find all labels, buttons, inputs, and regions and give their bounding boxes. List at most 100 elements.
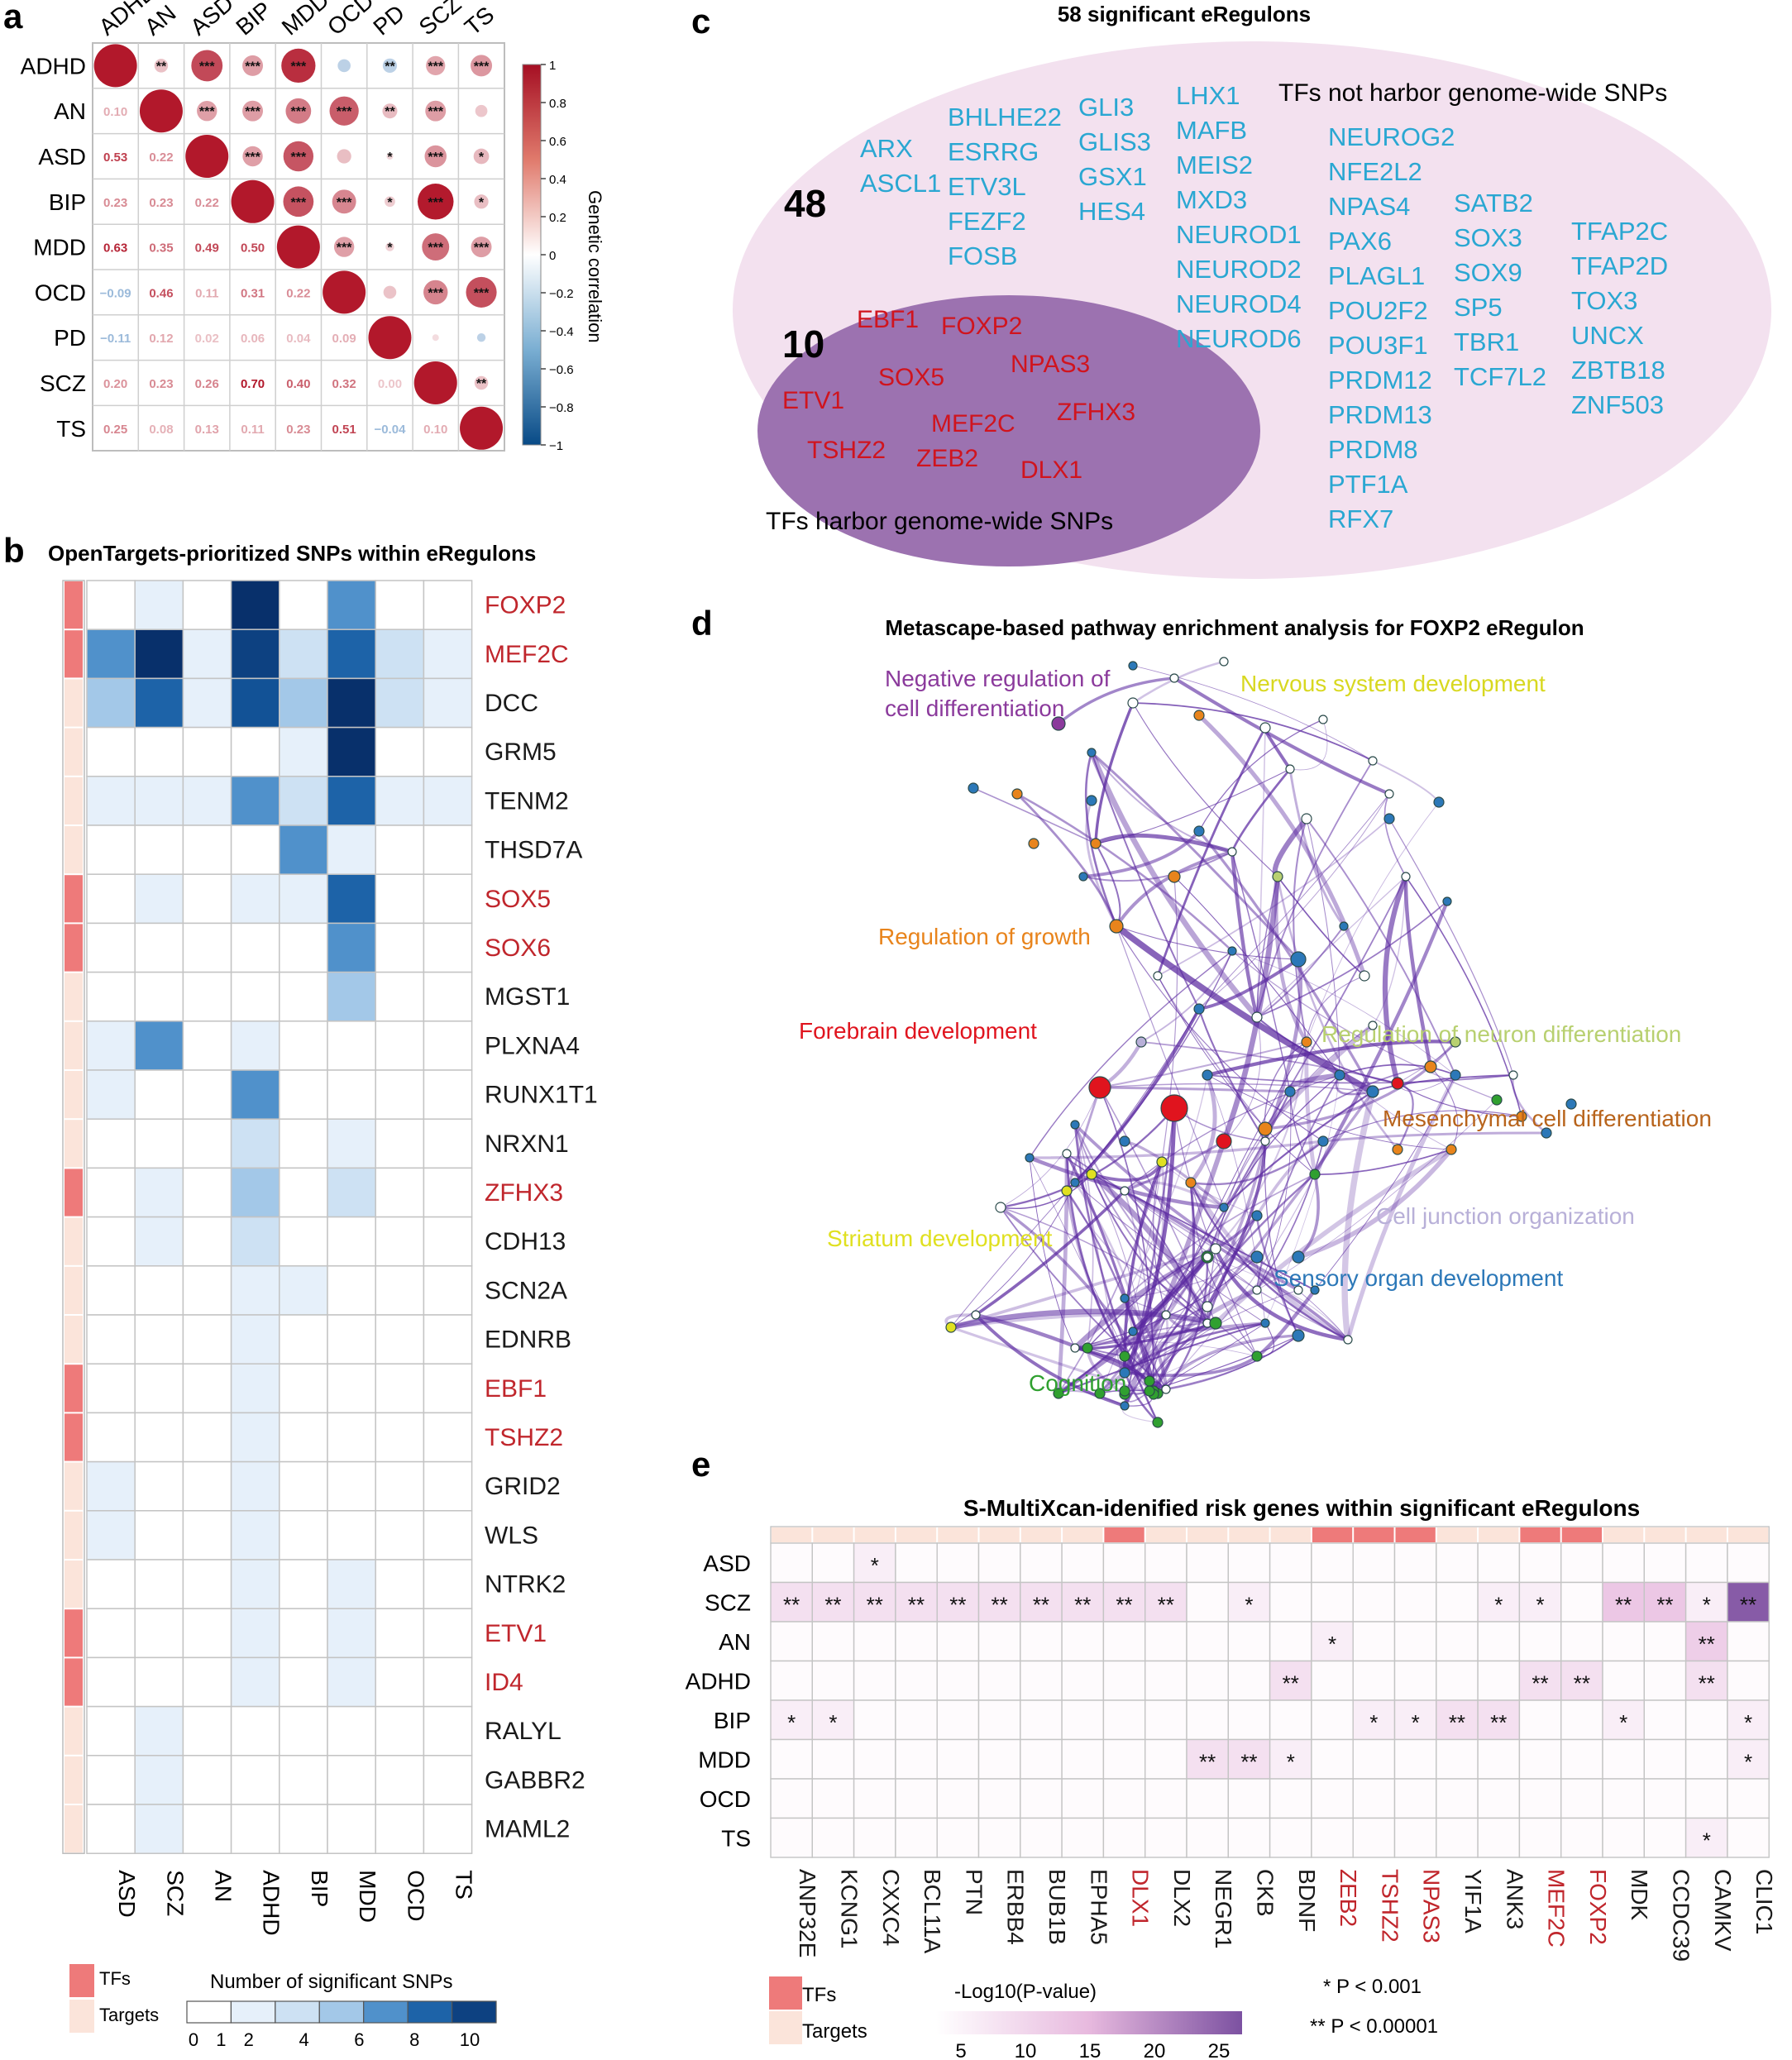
corr-stars: *	[387, 151, 393, 165]
network-edge	[1074, 1124, 1094, 1349]
corr-circle	[332, 189, 356, 214]
snp-cell	[327, 1755, 376, 1805]
network-edge	[1397, 1083, 1522, 1117]
pvalue-cell	[1020, 1817, 1063, 1858]
snp-cell	[182, 1118, 232, 1169]
pvalue-stars: **	[1699, 1632, 1715, 1656]
network-node	[1508, 1070, 1518, 1080]
corr-value: 0.25	[103, 423, 127, 437]
snp-cell	[279, 1705, 328, 1756]
tf-etv3l: ETV3L	[948, 172, 1026, 201]
tf-inner-zfhx3: ZFHX3	[1057, 399, 1135, 426]
network-edge	[1314, 1074, 1456, 1291]
network-node	[1450, 1036, 1461, 1048]
trait-label-ocd: OCD	[403, 1870, 428, 1921]
snp-cell	[423, 726, 473, 777]
network-edge	[1132, 702, 1374, 762]
snp-cell	[327, 1559, 376, 1609]
snp-cell	[375, 629, 425, 680]
pvalue-tick-label: 20	[1144, 2040, 1166, 2060]
network-node	[1251, 1350, 1263, 1362]
network-edge	[1124, 1190, 1208, 1324]
snp-cell	[423, 1608, 473, 1659]
scale-segment	[275, 2000, 320, 2024]
corr-value: 0.09	[332, 332, 356, 346]
gene-label-ptn: PTN	[961, 1869, 987, 1915]
snp-cell	[86, 1510, 136, 1561]
pvalue-cell	[1311, 1621, 1354, 1662]
sidebar-cell	[65, 924, 83, 972]
network-node	[1070, 1178, 1080, 1188]
pvalue-stars: **	[1240, 1749, 1257, 1774]
pvalue-cell	[1020, 1660, 1063, 1701]
colorbar-tick-label: 0.6	[549, 135, 566, 149]
network-edges	[944, 660, 1547, 1423]
pvalue-cell	[895, 1817, 938, 1858]
sidebar-cell	[65, 777, 83, 824]
snp-cell	[423, 1705, 473, 1756]
pvalue-cell	[1727, 1542, 1770, 1584]
snp-cell	[375, 1705, 425, 1756]
pvalue-cell	[1436, 1660, 1479, 1701]
snp-cell	[86, 1216, 136, 1267]
network-edge	[1215, 1041, 1308, 1250]
network-edge	[1256, 1016, 1398, 1084]
snp-cell	[375, 1804, 425, 1854]
row-label-ocd: OCD	[700, 1786, 751, 1812]
snp-cell	[182, 580, 232, 630]
pvalue-cell	[1352, 1660, 1396, 1701]
network-node	[1565, 1098, 1577, 1110]
gene-label-ccdc39: CCDC39	[1668, 1869, 1694, 1962]
network-edge	[1388, 818, 1514, 1076]
pvalue-stars: **	[824, 1592, 841, 1617]
tf-znf503: ZNF503	[1571, 390, 1664, 419]
snp-cell	[279, 1216, 328, 1267]
pvalue-stars: *	[1328, 1632, 1336, 1656]
snp-cell	[182, 1510, 232, 1561]
pvalue-heatmap-column-labels: ANP32E KCNG1 CXXC4 BCL11A PTN ERBB4 BUB1B EPHA5…	[795, 1869, 1777, 1962]
pvalue-cell	[1144, 1542, 1187, 1584]
topbar-cell	[1645, 1527, 1685, 1542]
snp-cell	[230, 677, 280, 729]
row-label-adhd: ADHD	[21, 53, 86, 79]
scale-segment	[451, 2000, 497, 2024]
gene-label-epha5: EPHA5	[1086, 1869, 1111, 1945]
network-edge	[1148, 1140, 1267, 1383]
snp-cell	[182, 1755, 232, 1805]
pvalue-cell	[1227, 1778, 1271, 1819]
snp-cell	[423, 824, 473, 875]
network-edge	[1140, 1041, 1398, 1084]
corr-stars: ***	[199, 60, 215, 74]
legend-target-swatch-e	[769, 2011, 802, 2044]
network-edge	[1149, 1306, 1208, 1382]
pvalue-cell	[1227, 1542, 1271, 1584]
gene-label-zeb2: ZEB2	[1336, 1869, 1361, 1927]
corr-circle	[283, 141, 314, 172]
colorbar-strip	[522, 64, 542, 446]
topbar-cell	[1229, 1527, 1269, 1542]
pvalue-cell	[1518, 1738, 1562, 1780]
pvalue-stars: **	[1199, 1749, 1216, 1774]
row-label-mdd: MDD	[698, 1747, 751, 1772]
corr-circle	[473, 148, 490, 165]
trait-label-an: AN	[211, 1870, 237, 1902]
scale-tick-label: 10	[460, 2029, 480, 2050]
tf-rfx7: RFX7	[1328, 504, 1393, 533]
network-edge	[1206, 1140, 1267, 1307]
network-edge	[1322, 1131, 1547, 1143]
snp-cell	[182, 922, 232, 973]
snp-cell	[230, 1510, 280, 1561]
topbar-cell	[1020, 1527, 1062, 1542]
term-label-10: Cognition	[1029, 1370, 1126, 1396]
network-edge	[1153, 1161, 1167, 1316]
network-edge	[1029, 1157, 1076, 1349]
snp-cell	[327, 1412, 376, 1463]
network-edge	[1207, 1074, 1266, 1324]
sidebar-cell	[65, 1316, 83, 1364]
snp-cell	[375, 1069, 425, 1120]
pvalue-cell	[1186, 1699, 1229, 1741]
network-edge	[1230, 851, 1259, 1018]
network-edge	[1189, 1182, 1349, 1341]
panel-e-legend: TFs Targets -Log10(P-value) 5 10 15 20 25 * …	[769, 1976, 1438, 2060]
topbar-cell	[1561, 1527, 1602, 1542]
